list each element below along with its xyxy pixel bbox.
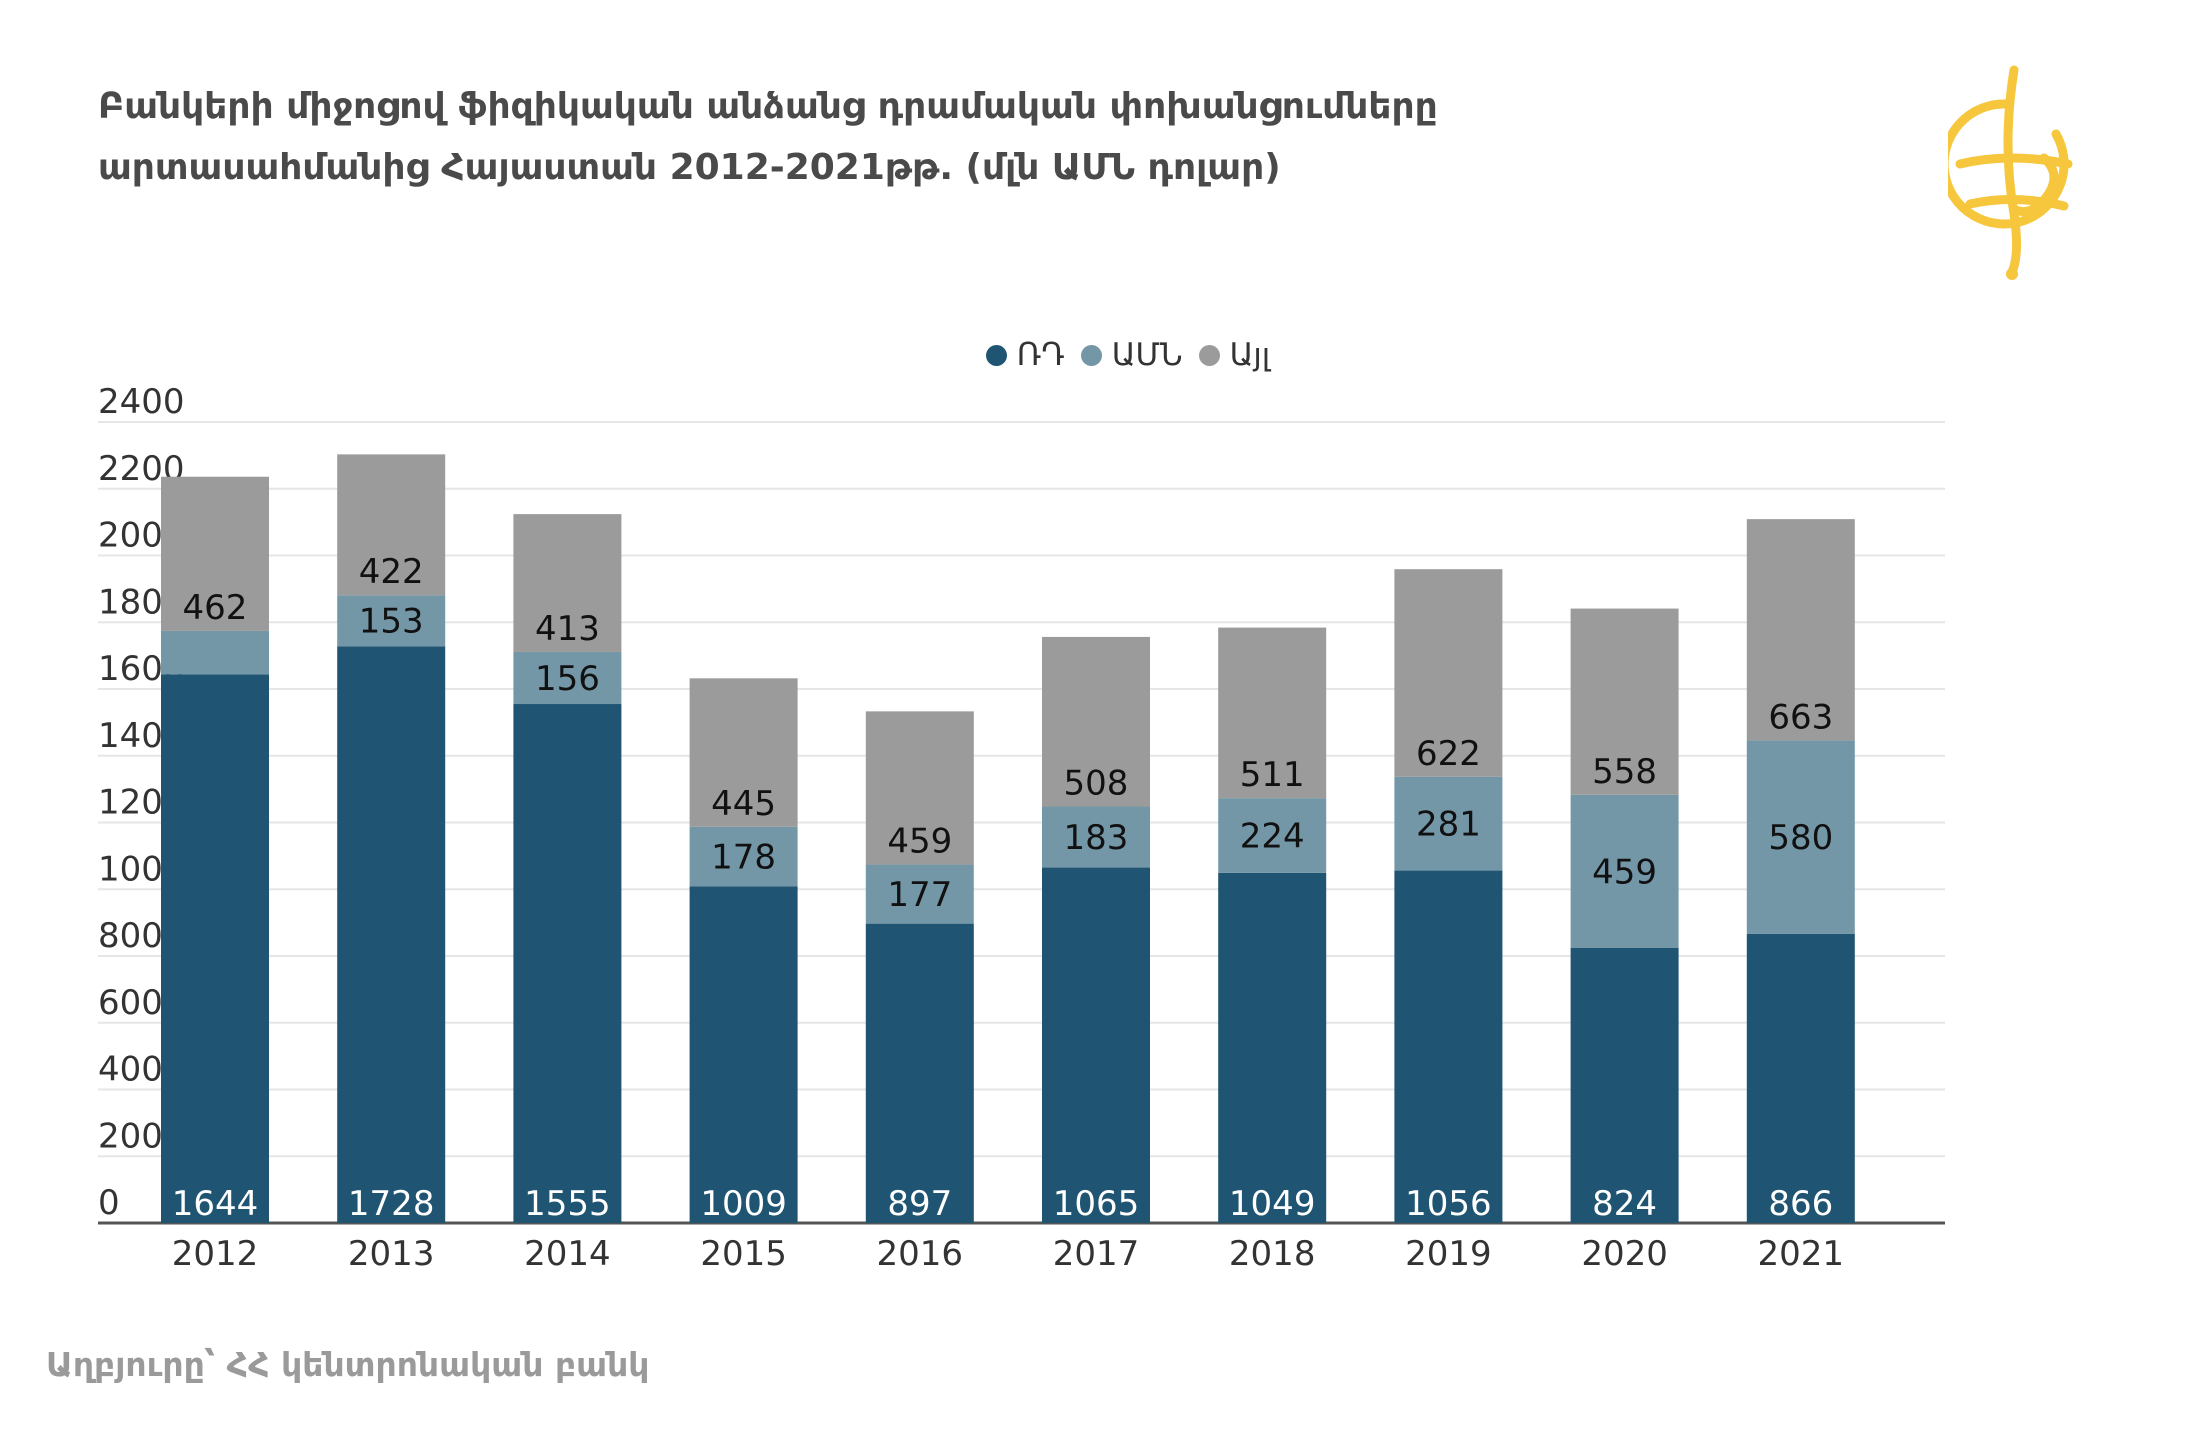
chart-title-line-2: արտասահմանից Հայաստան 2012-2021թթ. (մլն …	[98, 147, 1281, 188]
x-tick-label: 2015	[700, 1234, 787, 1274]
data-label-ru: 1555	[524, 1184, 611, 1224]
data-label-usa: 177	[887, 875, 952, 915]
bar-usa	[1218, 798, 1327, 873]
bar-usa	[689, 826, 798, 887]
y-tick-label: 2400	[98, 382, 185, 422]
bar-other	[1746, 519, 1855, 741]
bar-ru	[865, 923, 974, 1223]
data-label-other: 413	[535, 609, 600, 649]
bar-usa	[513, 651, 622, 705]
y-tick-label: 0	[98, 1183, 120, 1223]
source-note: Աղբյուրը՝ ՀՀ կենտրոնական բանկ	[46, 1345, 650, 1384]
chart-title: Բանկերի միջոցով ֆիզիկական անձանց դրամակա…	[98, 76, 1898, 198]
data-label-ru: 897	[887, 1184, 952, 1224]
data-label-ru: 1049	[1229, 1184, 1316, 1224]
legend-dot-ru	[985, 344, 1007, 366]
y-tick-label: 800	[98, 916, 163, 956]
bar-other	[1394, 569, 1503, 777]
data-label-usa: 459	[1592, 852, 1657, 892]
y-tick-label: 600	[98, 983, 163, 1023]
data-label-usa: 156	[535, 659, 600, 699]
bar-ru	[337, 646, 446, 1223]
bar-usa	[1394, 776, 1503, 871]
data-label-usa: 183	[1064, 818, 1129, 858]
chart-title-line-1: Բանկերի միջոցով ֆիզիկական անձանց դրամակա…	[98, 86, 1438, 127]
bar-other	[1042, 636, 1150, 807]
globe-logo-icon	[1939, 64, 2088, 284]
x-tick-label: 2017	[1053, 1234, 1140, 1274]
data-label-other: 459	[887, 822, 952, 862]
legend-item-other: Այլ	[1198, 337, 1271, 373]
bar-ru	[1394, 870, 1503, 1223]
legend-label-usa: ԱՄՆ	[1111, 337, 1183, 373]
bar-ru	[161, 674, 269, 1223]
x-tick-label: 2021	[1758, 1234, 1845, 1274]
bar-ru	[689, 886, 798, 1223]
x-tick-label: 2020	[1581, 1234, 1668, 1274]
legend-item-ru: ՌԴ	[985, 337, 1065, 373]
data-label-other: 445	[711, 784, 776, 824]
data-label-usa: 580	[1768, 818, 1833, 858]
bar-other	[1570, 608, 1679, 795]
bar-ru	[1218, 872, 1327, 1223]
bar-usa	[1746, 740, 1855, 934]
y-tick-label: 200	[98, 1116, 163, 1156]
x-tick-label: 2013	[348, 1234, 435, 1274]
bar-usa	[1570, 794, 1679, 948]
data-label-ru: 1056	[1405, 1184, 1492, 1224]
x-tick-label: 2016	[877, 1234, 964, 1274]
data-label-usa: 153	[359, 602, 424, 642]
legend-label-ru: ՌԴ	[1016, 337, 1065, 373]
chart-legend: ՌԴ ԱՄՆ Այլ	[0, 330, 2206, 380]
data-label-other: 663	[1768, 697, 1833, 737]
bar-other	[689, 678, 798, 827]
legend-item-usa: ԱՄՆ	[1080, 337, 1183, 373]
x-tick-label: 2014	[524, 1234, 611, 1274]
data-label-usa: 178	[711, 838, 776, 878]
bar-other	[1218, 627, 1327, 799]
x-tick-label: 2018	[1229, 1234, 1316, 1274]
data-label-ru: 1009	[700, 1184, 787, 1224]
data-label-other: 508	[1064, 763, 1129, 803]
data-label-ru: 1065	[1053, 1184, 1140, 1224]
bar-ru	[513, 704, 622, 1223]
data-label-other: 462	[183, 588, 248, 628]
bar-other	[337, 454, 446, 596]
data-label-other: 558	[1592, 752, 1657, 792]
x-tick-label: 2019	[1405, 1234, 1492, 1274]
bar-ru	[1746, 933, 1855, 1223]
stacked-bar-chart: 0200400600800100012001400160018002000220…	[98, 382, 1945, 1274]
bar-other	[865, 711, 974, 865]
x-tick-label: 2012	[172, 1234, 259, 1274]
bar-usa	[161, 630, 269, 675]
bar-ru	[1042, 867, 1150, 1223]
legend-label-other: Այլ	[1229, 337, 1271, 373]
data-label-other: 422	[359, 552, 424, 592]
data-label-usa: 224	[1240, 817, 1305, 857]
bar-ru	[1570, 947, 1679, 1223]
bar-other	[513, 514, 622, 652]
bar-usa	[865, 864, 974, 924]
bar-other	[161, 476, 269, 631]
data-label-ru: 1728	[348, 1184, 435, 1224]
data-label-other: 511	[1240, 755, 1305, 795]
data-label-ru: 824	[1592, 1184, 1657, 1224]
y-tick-label: 400	[98, 1050, 163, 1090]
legend-dot-other	[1198, 344, 1220, 366]
bar-usa	[337, 595, 446, 647]
data-label-usa: 281	[1416, 805, 1481, 845]
data-label-ru: 866	[1768, 1184, 1833, 1224]
data-label-ru: 1644	[172, 1184, 259, 1224]
data-label-other: 622	[1416, 734, 1481, 774]
legend-dot-usa	[1080, 344, 1102, 366]
bar-usa	[1042, 806, 1150, 868]
